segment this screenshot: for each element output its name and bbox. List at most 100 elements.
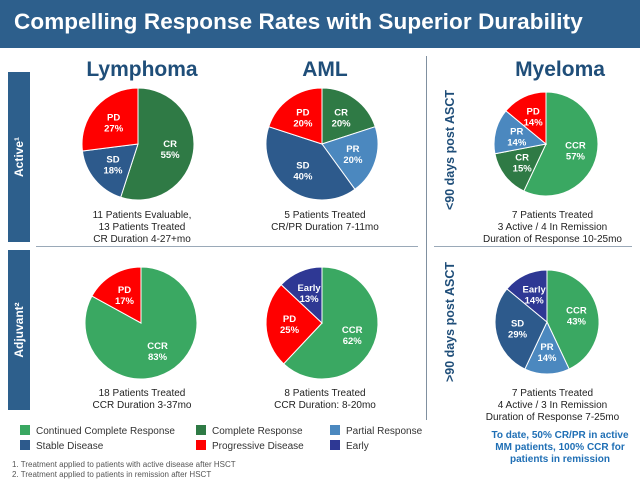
pie-slice-cr	[494, 143, 547, 192]
row-label-active: Active¹	[8, 72, 30, 242]
summary-note: To date, 50% CR/PR in active MM patients…	[486, 430, 634, 466]
pie-slice-pd	[505, 91, 547, 146]
pie-label-value: 14%	[537, 353, 557, 364]
pie-label-value: 14%	[525, 296, 545, 307]
pie-label-value: 14%	[507, 137, 527, 148]
pie-slice-ccr	[282, 266, 379, 380]
column-title-lymphoma: Lymphoma	[86, 58, 198, 81]
legend-item-sd: Stable Disease	[20, 440, 103, 452]
caption-lymphoma-adjuvant: 18 Patients Treated CCR Duration 3-37mo	[52, 388, 232, 412]
pie-label-value: 15%	[513, 163, 533, 174]
pie-label-category: Early	[523, 285, 547, 296]
pie-label-category: SD	[296, 160, 309, 171]
myeloma-active-label: <90 days post ASCT	[443, 89, 457, 211]
pie-slice-pd	[91, 266, 142, 324]
row-label-active-text: Active¹	[12, 136, 26, 178]
pie-label-value: 18%	[103, 166, 123, 177]
legend-label: Stable Disease	[36, 441, 104, 452]
pie-label-category: CR	[515, 152, 529, 163]
pie-label-category: CCR	[565, 141, 586, 152]
caption-line: CCR Duration: 8-20mo	[274, 400, 376, 411]
legend-swatch-sd	[20, 440, 30, 450]
pie-label-category: PD	[527, 107, 540, 118]
pie-slice-sd	[81, 143, 139, 198]
pie-slice-pd	[268, 87, 323, 145]
pie-label-value: 17%	[115, 296, 135, 307]
pie-label-value: 20%	[293, 119, 313, 130]
legend-item-ccr: Continued Complete Response	[20, 425, 175, 437]
pie-label-category: SD	[511, 319, 524, 330]
legend-swatch-pr	[330, 425, 340, 435]
legend-item-pr: Partial Response	[330, 425, 422, 437]
pie-label-category: PR	[510, 126, 523, 137]
legend-item-early: Early	[330, 440, 369, 452]
caption-aml-active: 5 Patients Treated CR/PR Duration 7-11mo	[240, 210, 410, 234]
pie-label-value: 29%	[508, 330, 528, 341]
myeloma-adjuvant-label: >90 days post ASCT	[443, 261, 457, 383]
pie-label-category: PD	[107, 113, 120, 124]
title-bar: Compelling Response Rates with Superior …	[0, 0, 640, 48]
legend-label: Early	[346, 441, 369, 452]
pie-slice-ccr	[523, 91, 599, 197]
caption-lymphoma-active: 11 Patients Evaluable, 13 Patients Treat…	[52, 210, 232, 246]
caption-aml-adjuvant: 8 Patients Treated CCR Duration: 8-20mo	[240, 388, 410, 412]
pie-label-value: 20%	[343, 155, 363, 166]
column-title-aml: AML	[302, 58, 348, 81]
legend-item-pd: Progressive Disease	[196, 440, 304, 452]
pie-slice-early	[506, 269, 548, 324]
row-divider-right	[434, 246, 632, 247]
caption-line: 4 Active / 3 In Remission	[497, 400, 608, 411]
legend-label: Continued Complete Response	[36, 426, 175, 437]
pie-slice-pd	[81, 87, 139, 152]
pie-label-category: SD	[106, 155, 119, 166]
caption-line: 18 Patients Treated	[98, 388, 186, 399]
legend-swatch-ccr	[20, 425, 30, 435]
pie-label-category: PD	[118, 285, 131, 296]
pie-slice-sd	[494, 288, 548, 370]
pie-label-value: 25%	[280, 325, 300, 336]
caption-line: 7 Patients Treated	[511, 388, 594, 399]
row-divider-left	[36, 246, 418, 247]
column-title-myeloma: Myeloma	[515, 58, 605, 81]
caption-myeloma-adjuvant: 7 Patients Treated 4 Active / 3 In Remis…	[470, 388, 635, 424]
caption-line: Duration of Response 10-25mo	[483, 234, 622, 245]
pie-label-category: Early	[297, 283, 321, 294]
pie-label-value: 43%	[567, 316, 587, 327]
row-label-adjuvant-text: Adjuvant²	[12, 302, 26, 358]
column-divider	[426, 56, 427, 420]
legend-item-cr: Complete Response	[196, 425, 303, 437]
pie-label-value: 27%	[104, 124, 124, 135]
caption-line: Duration of Response 7-25mo	[485, 412, 620, 423]
legend-label: Progressive Disease	[212, 441, 304, 452]
pie-label-category: CCR	[342, 325, 363, 336]
page-title: Compelling Response Rates with Superior …	[14, 9, 583, 34]
pie-slice-cr	[120, 87, 195, 201]
pie-label-category: PR	[346, 144, 359, 155]
note-line: patients in remission	[509, 454, 611, 465]
pie-slice-early	[280, 266, 323, 325]
caption-myeloma-active: 7 Patients Treated 3 Active / 4 In Remis…	[470, 210, 635, 246]
pie-label-category: PD	[296, 108, 309, 119]
pie-label-value: 40%	[293, 171, 313, 182]
caption-line: CR/PR Duration 7-11mo	[271, 222, 379, 233]
pie-label-category: CR	[163, 139, 177, 150]
pie-slice-pd	[265, 283, 323, 365]
caption-line: 8 Patients Treated	[284, 388, 366, 399]
legend-swatch-pd	[196, 440, 206, 450]
caption-line: CCR Duration 3-37mo	[92, 400, 192, 411]
caption-line: 11 Patients Evaluable,	[92, 210, 192, 221]
pie-label-category: CCR	[566, 305, 587, 316]
caption-line: 13 Patients Treated	[98, 222, 186, 233]
row-label-adjuvant: Adjuvant²	[8, 250, 30, 410]
legend-swatch-cr	[196, 425, 206, 435]
pie-label-value: 55%	[161, 150, 181, 161]
legend-label: Partial Response	[346, 426, 423, 437]
pie-label-category: CCR	[147, 341, 168, 352]
caption-line: 7 Patients Treated	[511, 210, 594, 221]
legend-swatch-early	[330, 440, 340, 450]
